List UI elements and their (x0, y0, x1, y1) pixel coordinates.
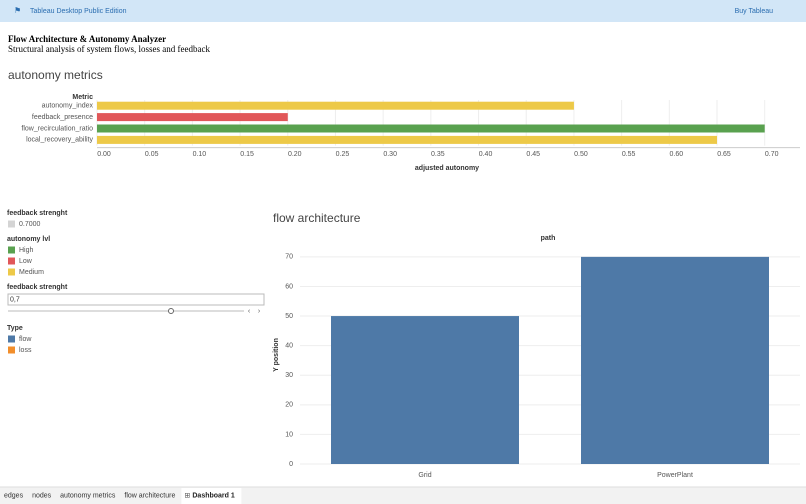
x-tick-label: 0.60 (670, 151, 684, 158)
app-bar (0, 0, 806, 22)
slider-title: feedback strenght (7, 284, 68, 291)
legend-swatch (8, 335, 15, 343)
legend-swatch (8, 220, 15, 228)
legend-title: Type (7, 325, 23, 332)
y-tick-label: 70 (285, 254, 293, 261)
y-tick-label: flow_recirculation_ratio (21, 125, 93, 132)
chart-title: autonomy metrics (8, 68, 103, 82)
bar[interactable] (581, 256, 769, 464)
bar[interactable] (97, 113, 288, 122)
x-tick-label: 0.00 (97, 151, 111, 158)
x-axis-title: adjusted autonomy (415, 165, 479, 172)
chart-title: flow architecture (273, 211, 361, 225)
product-name: Tableau Desktop Public Edition (30, 8, 127, 15)
legend-label: loss (19, 347, 32, 354)
legend-title: feedback strenght (7, 210, 68, 217)
tab-icon: ⊞ (184, 492, 190, 499)
legend-label: Medium (19, 269, 44, 276)
x-tick-label: 0.25 (336, 151, 350, 158)
tab[interactable]: flow architecture (124, 492, 175, 499)
legend-swatch (8, 346, 15, 354)
y-tick-label: feedback_presence (32, 114, 93, 121)
x-header: path (541, 235, 556, 242)
x-tick-label: Grid (418, 472, 431, 479)
legend-swatch (8, 257, 15, 265)
buy-link[interactable]: Buy Tableau (735, 8, 774, 15)
dashboard-title: Flow Architecture & Autonomy Analyzer (8, 34, 166, 44)
y-tick-label: 10 (285, 431, 293, 438)
y-tick-label: local_recovery_ability (26, 137, 93, 144)
x-tick-label: 0.65 (717, 151, 731, 158)
y-tick-label: 60 (285, 283, 293, 290)
slider-prev[interactable]: ‹ (248, 308, 251, 315)
bar[interactable] (97, 124, 765, 133)
tab[interactable]: autonomy metrics (60, 492, 116, 499)
x-tick-label: 0.20 (288, 151, 302, 158)
slider-next[interactable]: › (258, 308, 261, 315)
x-tick-label: 0.45 (526, 151, 540, 158)
app-icon: ⚑ (14, 6, 21, 15)
legend-label: flow (19, 336, 32, 343)
x-tick-label: 0.40 (479, 151, 493, 158)
active-tab (181, 488, 242, 504)
x-tick-label: 0.70 (765, 151, 779, 158)
y-tick-label: 0 (289, 461, 293, 468)
y-axis-title: Y position (273, 338, 280, 372)
x-tick-label: 0.10 (193, 151, 207, 158)
x-tick-label: 0.35 (431, 151, 445, 158)
legend-swatch (8, 268, 15, 276)
category-header: Metric (72, 94, 93, 101)
y-tick-label: 50 (285, 313, 293, 320)
tab[interactable]: edges (4, 492, 24, 499)
legend-label: Low (19, 258, 33, 265)
y-tick-label: 20 (285, 402, 293, 409)
slider-input[interactable] (7, 293, 265, 306)
y-tick-label: 40 (285, 342, 293, 349)
y-tick-label: 30 (285, 372, 293, 379)
bar[interactable] (97, 135, 718, 144)
tab-bar (0, 487, 806, 504)
x-tick-label: 0.05 (145, 151, 159, 158)
slider-knob[interactable] (168, 308, 174, 314)
x-tick-label: 0.50 (574, 151, 588, 158)
x-tick-label: 0.55 (622, 151, 636, 158)
legend-title: autonomy lvl (7, 236, 50, 243)
dashboard-subtitle: Structural analysis of system flows, los… (8, 44, 210, 54)
y-tick-label: autonomy_index (42, 103, 94, 110)
legend-label: 0.7000 (19, 221, 41, 228)
bar[interactable] (331, 316, 519, 464)
x-tick-label: 0.15 (240, 151, 254, 158)
x-tick-label: PowerPlant (657, 472, 693, 479)
legend-label: High (19, 247, 34, 254)
bar[interactable] (97, 101, 574, 110)
x-tick-label: 0.30 (383, 151, 397, 158)
tab[interactable]: nodes (32, 492, 52, 499)
tab[interactable]: Dashboard 1 (192, 492, 235, 499)
slider-value: 0,7 (10, 296, 20, 303)
legend-swatch (8, 246, 15, 254)
